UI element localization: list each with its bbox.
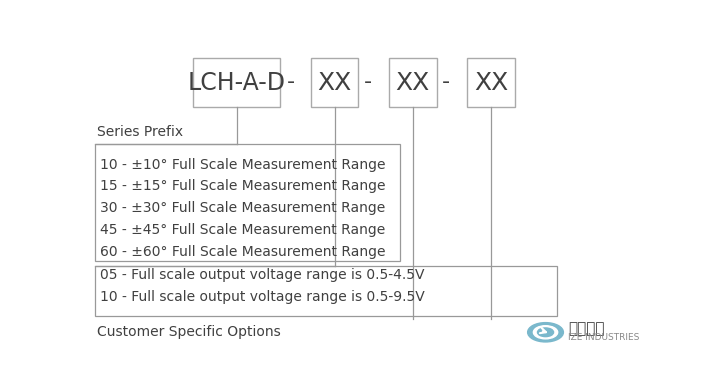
Bar xyxy=(94,143,400,261)
Text: XX: XX xyxy=(396,71,430,94)
Circle shape xyxy=(537,328,554,337)
Bar xyxy=(467,58,515,107)
Text: 30 - ±30° Full Scale Measurement Range: 30 - ±30° Full Scale Measurement Range xyxy=(100,201,386,215)
Text: 45 - ±45° Full Scale Measurement Range: 45 - ±45° Full Scale Measurement Range xyxy=(100,223,386,237)
Bar xyxy=(94,266,557,316)
Text: Series Prefix: Series Prefix xyxy=(97,125,183,139)
Text: -: - xyxy=(287,73,296,93)
Bar xyxy=(311,58,358,107)
Text: 15 - ±15° Full Scale Measurement Range: 15 - ±15° Full Scale Measurement Range xyxy=(100,180,386,194)
Circle shape xyxy=(528,323,563,342)
Circle shape xyxy=(534,326,557,339)
Bar xyxy=(389,58,437,107)
Text: Customer Specific Options: Customer Specific Options xyxy=(97,325,280,339)
Text: XX: XX xyxy=(317,71,352,94)
Text: LCH-A-D: LCH-A-D xyxy=(187,71,286,94)
Text: -: - xyxy=(364,73,372,93)
Text: 10 - ±10° Full Scale Measurement Range: 10 - ±10° Full Scale Measurement Range xyxy=(100,158,386,172)
Text: 60 - ±60° Full Scale Measurement Range: 60 - ±60° Full Scale Measurement Range xyxy=(100,245,386,259)
Text: XX: XX xyxy=(474,71,508,94)
Text: 爱泽工业: 爱泽工业 xyxy=(568,321,605,336)
Text: IZE INDUSTRIES: IZE INDUSTRIES xyxy=(568,333,640,342)
Text: 10 - Full scale output voltage range is 0.5-9.5V: 10 - Full scale output voltage range is … xyxy=(100,290,425,304)
Text: -: - xyxy=(442,73,450,93)
Text: 05 - Full scale output voltage range is 0.5-4.5V: 05 - Full scale output voltage range is … xyxy=(100,268,425,282)
Bar xyxy=(193,58,280,107)
